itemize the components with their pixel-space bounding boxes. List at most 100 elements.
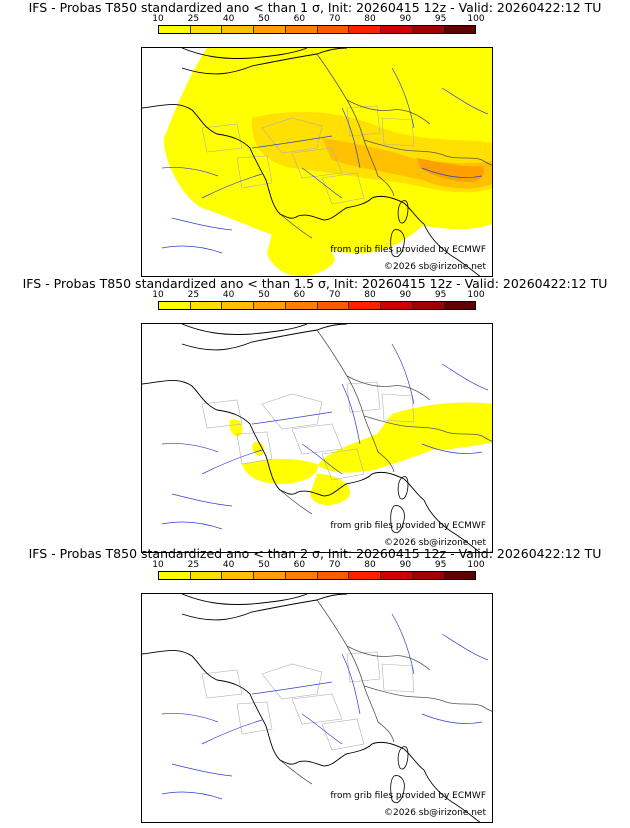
region-border xyxy=(261,663,323,700)
river xyxy=(391,67,415,129)
country-border xyxy=(346,375,431,401)
probability-area xyxy=(310,474,351,506)
scale-tick-label: 50 xyxy=(258,560,270,570)
river xyxy=(201,173,263,199)
country-border xyxy=(363,415,447,433)
scale-segment xyxy=(159,302,191,309)
island-corsica xyxy=(397,200,409,224)
scale-segment xyxy=(349,26,381,33)
river xyxy=(301,443,343,475)
map-panel: IFS - Probas T850 standardized ano < tha… xyxy=(0,276,630,553)
coastline xyxy=(423,769,481,822)
region-border xyxy=(346,651,381,683)
island-corsica xyxy=(397,476,409,500)
scale-tick-label: 40 xyxy=(222,14,235,24)
coastline xyxy=(142,649,425,771)
river xyxy=(341,653,361,715)
map-area: from grib files provided by ECMWF ©2026 s… xyxy=(141,593,493,823)
scale-tick-label: 60 xyxy=(293,14,306,24)
country-border xyxy=(377,451,395,473)
copyright-credit: ©2026 sb@irizone.net xyxy=(384,538,486,548)
panel-title: IFS - Probas T850 standardized ano < tha… xyxy=(22,276,608,291)
probability-area xyxy=(417,158,484,182)
color-scale-bar xyxy=(158,25,476,34)
coastline xyxy=(423,499,481,552)
scale-tick-label: 50 xyxy=(258,290,270,300)
map-area: from grib files provided by ECMWF ©2026 s… xyxy=(141,323,493,553)
river xyxy=(251,135,333,149)
scale-segment xyxy=(349,572,381,579)
region-border xyxy=(236,701,273,735)
scale-segment xyxy=(317,572,350,579)
country-border xyxy=(445,701,492,712)
region-border xyxy=(321,448,365,481)
country-border xyxy=(377,175,395,197)
scale-tick-label: 10 xyxy=(152,14,164,24)
country-border xyxy=(363,685,447,703)
region-border xyxy=(381,663,415,693)
river xyxy=(201,449,263,475)
region-border xyxy=(346,105,381,137)
scale-tick-label: 90 xyxy=(399,560,412,570)
copyright-credit: ©2026 sb@irizone.net xyxy=(384,808,486,818)
region-border xyxy=(201,399,243,429)
scale-segment xyxy=(222,572,255,579)
country-border xyxy=(316,329,379,453)
map-area: from grib files provided by ECMWF ©2026 s… xyxy=(141,47,493,277)
country-border xyxy=(279,759,313,785)
scale-labels: 10 25 40 50 60 70 80 90 95 100 xyxy=(152,560,484,570)
scale-segment xyxy=(412,26,445,33)
country-border xyxy=(377,721,395,743)
country-border xyxy=(316,53,379,177)
scale-segment xyxy=(412,572,445,579)
scale-tick-label: 100 xyxy=(467,14,485,24)
region-border xyxy=(381,393,415,423)
scale-tick-label: 60 xyxy=(293,290,306,300)
region-border xyxy=(261,393,323,430)
river xyxy=(251,681,333,695)
scale-segment xyxy=(285,572,318,579)
scale-tick-label: 60 xyxy=(293,560,306,570)
scale-tick-label: 95 xyxy=(434,14,447,24)
coastline xyxy=(181,594,348,621)
scale-segment xyxy=(254,26,286,33)
country-border xyxy=(346,99,431,125)
scale-tick-label: 80 xyxy=(364,14,376,24)
map-drawing xyxy=(142,324,492,552)
panel-title: IFS - Probas T850 standardized ano < tha… xyxy=(28,546,602,561)
probability-area xyxy=(267,233,335,276)
country-border xyxy=(316,599,379,723)
region-border xyxy=(201,123,243,153)
scale-tick-label: 40 xyxy=(222,560,235,570)
river xyxy=(441,87,489,115)
river xyxy=(161,245,223,254)
coastline xyxy=(181,324,308,335)
scale-tick-label: 95 xyxy=(434,290,447,300)
river xyxy=(161,167,219,177)
region-border xyxy=(381,117,415,147)
scale-tick-label: 70 xyxy=(328,290,341,300)
scale-tick-label: 90 xyxy=(399,14,412,24)
scale-segment xyxy=(444,572,476,579)
source-credit: from grib files provided by ECMWF xyxy=(330,791,486,801)
coastline xyxy=(181,48,348,75)
scale-tick-label: 70 xyxy=(328,14,341,24)
scale-segment xyxy=(190,572,223,579)
region-border xyxy=(236,431,273,465)
scale-segment xyxy=(254,302,286,309)
coastline xyxy=(423,223,481,276)
river xyxy=(441,363,489,391)
river xyxy=(341,383,361,445)
river xyxy=(161,521,223,530)
river xyxy=(161,443,219,453)
scale-segment xyxy=(317,26,350,33)
island-sardinia xyxy=(390,229,405,258)
scale-tick-label: 70 xyxy=(328,560,341,570)
river xyxy=(421,713,483,724)
scale-segment xyxy=(412,302,445,309)
scale-labels: 10 25 40 50 60 70 80 90 95 100 xyxy=(152,290,484,300)
river xyxy=(391,613,415,675)
country-border xyxy=(445,431,492,442)
probability-area xyxy=(318,402,492,473)
country-border xyxy=(363,139,447,157)
